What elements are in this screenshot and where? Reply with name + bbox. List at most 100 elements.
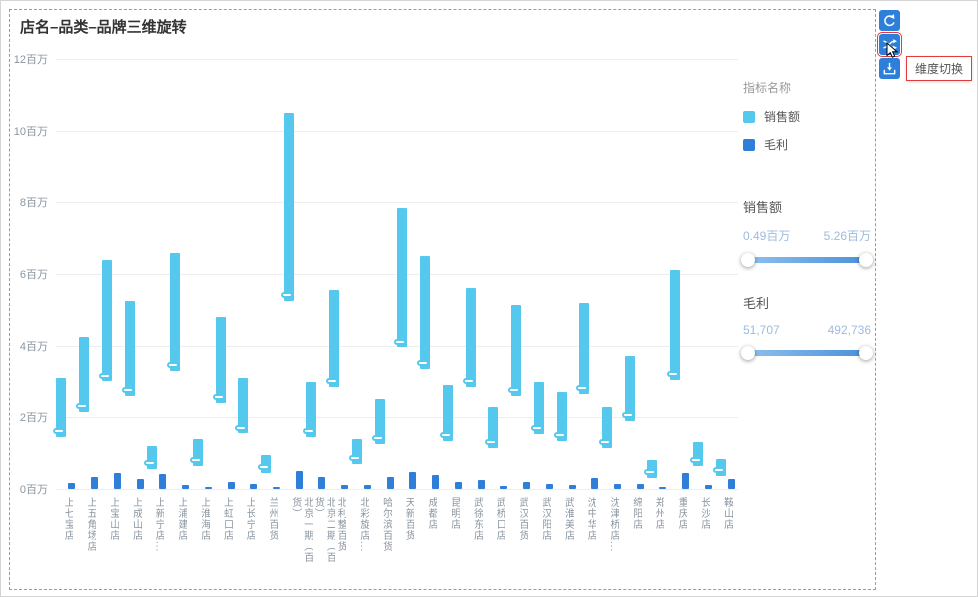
sales-bar[interactable] [238, 377, 249, 434]
profit-bar[interactable] [68, 482, 76, 489]
profit-bar[interactable] [500, 486, 508, 489]
profit-bar[interactable] [91, 476, 99, 489]
gridline [56, 202, 738, 204]
sales-low-marker[interactable] [326, 377, 339, 384]
sales-bar[interactable] [329, 290, 340, 387]
profit-bar[interactable] [477, 480, 485, 489]
sales-low-marker[interactable] [121, 386, 134, 393]
sales-slider-handle-max[interactable] [859, 253, 873, 267]
sales-bar[interactable] [283, 112, 294, 301]
sales-low-marker[interactable] [599, 438, 611, 445]
sales-bar[interactable] [647, 460, 658, 479]
sales-low-marker[interactable] [667, 370, 680, 377]
sales-bar[interactable] [170, 252, 180, 371]
sales-bar[interactable] [602, 406, 612, 448]
sales-low-marker[interactable] [621, 411, 634, 418]
sales-low-marker[interactable] [417, 360, 430, 366]
sales-bar[interactable] [511, 304, 521, 396]
sales-low-marker[interactable] [712, 467, 725, 474]
profit-bar[interactable] [113, 472, 121, 489]
profit-bar[interactable] [591, 478, 599, 490]
profit-bar[interactable] [727, 479, 735, 489]
sales-bar[interactable] [56, 377, 67, 437]
sales-low-marker[interactable] [530, 424, 543, 431]
sales-low-marker[interactable] [644, 469, 657, 476]
sales-bar[interactable] [670, 270, 681, 380]
sales-bar[interactable] [192, 438, 203, 466]
export-button[interactable] [879, 58, 900, 79]
profit-bar[interactable] [432, 474, 440, 489]
profit-bar[interactable] [659, 486, 667, 489]
sales-low-marker[interactable] [348, 454, 361, 461]
sales-low-marker[interactable] [371, 435, 384, 442]
sales-low-marker[interactable] [303, 428, 316, 434]
sales-low-marker[interactable] [258, 463, 270, 470]
profit-slider-handle-min[interactable] [741, 346, 755, 360]
profit-slider-handle-max[interactable] [859, 346, 873, 360]
profit-bar[interactable] [204, 486, 212, 489]
profit-bar[interactable] [136, 479, 144, 489]
sales-low-marker[interactable] [394, 338, 407, 345]
profit-bar[interactable] [363, 485, 371, 489]
sales-bar[interactable] [533, 381, 544, 434]
profit-bar[interactable] [386, 476, 394, 489]
sales-low-marker[interactable] [235, 424, 248, 431]
profit-bar[interactable] [250, 484, 258, 489]
sales-low-marker[interactable] [576, 385, 589, 391]
sales-bar[interactable] [306, 381, 317, 437]
sales-bar[interactable] [488, 406, 499, 448]
profit-bar[interactable] [341, 485, 349, 489]
sales-low-marker[interactable] [167, 361, 179, 368]
profit-bar[interactable] [409, 471, 417, 489]
profit-bar[interactable] [454, 481, 462, 489]
sales-bar[interactable] [397, 207, 408, 348]
sales-low-marker[interactable] [689, 456, 702, 463]
sales-bar[interactable] [624, 356, 635, 421]
sales-bar[interactable] [101, 259, 112, 382]
profit-range-slider[interactable] [741, 346, 873, 360]
profit-bar[interactable] [273, 486, 280, 489]
sales-low-marker[interactable] [485, 438, 498, 445]
sales-bar[interactable] [579, 302, 590, 395]
profit-bar[interactable] [318, 477, 326, 489]
sales-low-marker[interactable] [144, 460, 157, 467]
sales-range-slider[interactable] [741, 253, 873, 267]
sales-low-marker[interactable] [189, 456, 202, 463]
profit-bar[interactable] [159, 473, 167, 489]
profit-bar[interactable] [295, 471, 303, 489]
sales-bar[interactable] [465, 288, 476, 387]
profit-bar[interactable] [227, 481, 235, 489]
sales-bar[interactable] [79, 336, 90, 412]
profit-bar[interactable] [545, 484, 553, 489]
legend-item-sales[interactable]: 销售额 [743, 108, 871, 125]
profit-bar[interactable] [614, 484, 621, 489]
sales-low-marker[interactable] [439, 431, 452, 438]
sales-low-marker[interactable] [553, 431, 566, 438]
profit-bar[interactable] [568, 485, 576, 489]
dimension-switch-button[interactable] [877, 32, 902, 57]
profit-bar[interactable] [523, 481, 530, 489]
legend-item-profit[interactable]: 毛利 [743, 136, 871, 153]
sales-bar[interactable] [124, 300, 135, 396]
profit-bar[interactable] [704, 485, 712, 489]
undo-button[interactable] [879, 10, 900, 31]
sales-bar[interactable] [692, 442, 703, 466]
profit-bar[interactable] [182, 485, 189, 489]
sales-bar[interactable] [420, 256, 431, 369]
sales-low-marker[interactable] [98, 372, 111, 379]
profit-bar[interactable] [636, 483, 644, 489]
sales-low-marker[interactable] [53, 428, 66, 434]
sales-bar[interactable] [374, 399, 385, 445]
sales-low-marker[interactable] [508, 386, 520, 393]
profit-bar[interactable] [682, 472, 690, 489]
sales-bar[interactable] [351, 438, 362, 464]
sales-low-marker[interactable] [76, 403, 89, 409]
sales-low-marker[interactable] [212, 394, 225, 400]
sales-bar[interactable] [215, 317, 226, 403]
sales-bar[interactable] [556, 392, 567, 441]
sales-low-marker[interactable] [462, 377, 475, 384]
sales-bar[interactable] [147, 446, 158, 470]
sales-low-marker[interactable] [280, 291, 293, 298]
sales-bar[interactable] [442, 385, 453, 441]
sales-slider-handle-min[interactable] [741, 253, 755, 267]
